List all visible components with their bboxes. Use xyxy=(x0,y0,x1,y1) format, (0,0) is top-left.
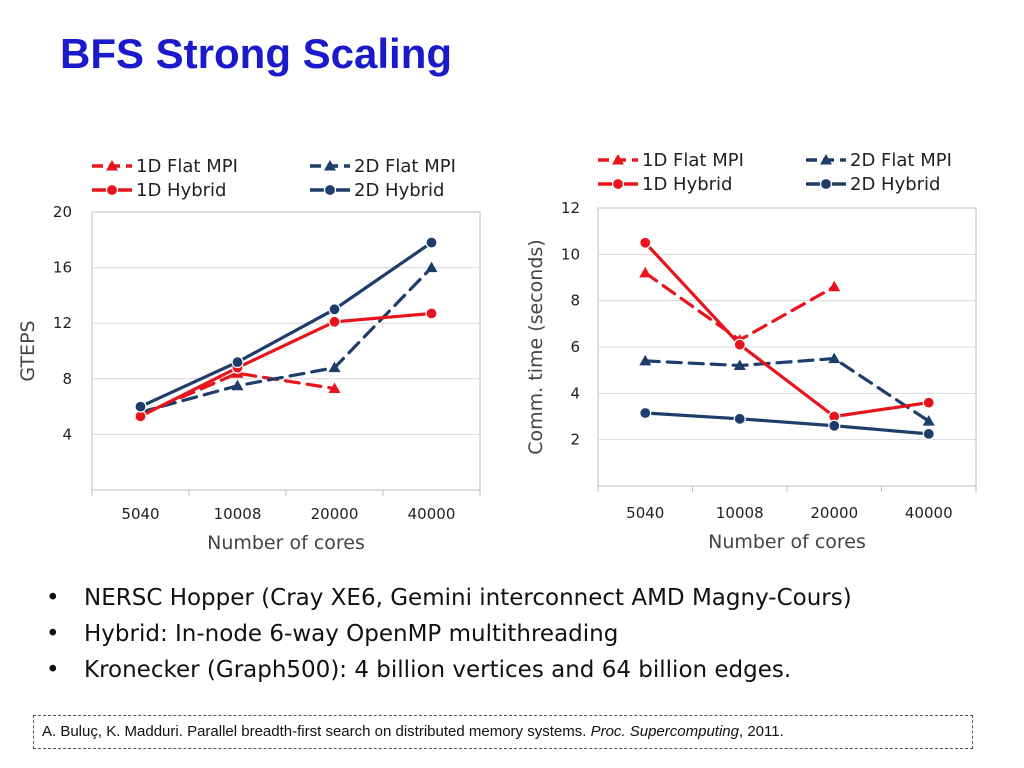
data-point xyxy=(328,315,341,328)
citation-prefix: A. Buluç, K. Madduri. Parallel breadth-f… xyxy=(42,723,591,740)
data-point xyxy=(922,415,935,426)
data-point xyxy=(639,354,652,366)
data-point xyxy=(639,236,652,249)
data-point xyxy=(425,236,438,249)
bullet-text: Kronecker (Graph500): 4 billion vertices… xyxy=(84,657,792,683)
data-point xyxy=(828,280,841,292)
bullet-text: NERSC Hopper (Cray XE6, Gemini interconn… xyxy=(84,585,852,611)
x-tick-label: 10008 xyxy=(716,504,764,522)
x-tick-label: 5040 xyxy=(121,505,159,523)
y-tick-label: 12 xyxy=(53,314,72,332)
data-point xyxy=(922,396,935,409)
y-axis-label: GTEPS xyxy=(17,320,39,381)
bullet-item: • Hybrid: In-node 6-way OpenMP multithrea… xyxy=(44,616,852,652)
legend-marker xyxy=(611,177,625,191)
y-tick-label: 2 xyxy=(570,431,580,449)
data-point xyxy=(231,356,244,369)
legend-marker xyxy=(324,160,336,171)
data-point xyxy=(134,400,147,413)
legend-label: 2D Hybrid xyxy=(354,180,444,201)
y-tick-label: 4 xyxy=(570,384,580,402)
x-tick-label: 40000 xyxy=(905,504,953,522)
slide-title: BFS Strong Scaling xyxy=(60,30,453,77)
data-point xyxy=(922,427,935,440)
bullet-item: • Kronecker (Graph500): 4 billion vertice… xyxy=(44,652,852,688)
series-line xyxy=(643,241,931,419)
x-tick-label: 5040 xyxy=(626,504,664,522)
data-point xyxy=(639,406,652,420)
citation-box: A. Buluç, K. Madduri. Parallel breadth-f… xyxy=(33,715,973,749)
x-axis-label: Number of cores xyxy=(708,531,866,553)
legend-label: 2D Flat MPI xyxy=(354,156,456,177)
y-tick-label: 20 xyxy=(53,203,72,221)
bullet-glyph: • xyxy=(46,621,60,647)
y-tick-label: 12 xyxy=(561,199,580,217)
series-line xyxy=(643,271,836,342)
data-point xyxy=(828,419,841,432)
data-point xyxy=(328,361,341,373)
bullet-glyph: • xyxy=(46,657,60,683)
x-tick-label: 40000 xyxy=(408,505,456,523)
data-point xyxy=(733,359,746,371)
data-point xyxy=(328,382,341,394)
citation-venue: Proc. Supercomputing xyxy=(590,723,739,740)
legend-marker xyxy=(106,160,118,171)
data-point xyxy=(231,379,244,391)
citation-suffix: , 2011. xyxy=(738,723,784,740)
x-tick-label: 20000 xyxy=(810,504,858,522)
bullet-glyph: • xyxy=(46,585,60,611)
y-tick-label: 8 xyxy=(570,292,580,310)
x-axis-label: Number of cores xyxy=(207,532,365,554)
series-line xyxy=(643,356,931,423)
y-tick-label: 10 xyxy=(561,245,580,263)
legend-marker xyxy=(819,177,833,191)
y-axis-label: Comm. time (seconds) xyxy=(525,239,547,454)
legend-label: 1D Flat MPI xyxy=(642,150,744,171)
legend-marker xyxy=(323,183,337,197)
legend-label: 1D Flat MPI xyxy=(136,156,238,177)
y-tick-label: 6 xyxy=(570,338,580,356)
data-point xyxy=(328,303,341,316)
data-point xyxy=(733,412,746,425)
bullet-text: Hybrid: In-node 6-way OpenMP multithread… xyxy=(84,621,619,647)
bullet-item: • NERSC Hopper (Cray XE6, Gemini intercon… xyxy=(44,580,852,616)
y-tick-label: 4 xyxy=(62,425,72,443)
data-point xyxy=(425,307,438,320)
series-line xyxy=(138,240,434,409)
x-tick-label: 20000 xyxy=(311,505,359,523)
data-point xyxy=(828,352,841,364)
legend-marker xyxy=(105,183,119,197)
legend-marker xyxy=(820,154,832,165)
legend-label: 1D Hybrid xyxy=(642,174,732,195)
x-tick-label: 10008 xyxy=(214,505,262,523)
y-tick-label: 8 xyxy=(62,370,72,388)
data-point xyxy=(425,261,438,273)
legend-label: 2D Flat MPI xyxy=(850,150,952,171)
y-tick-label: 16 xyxy=(53,259,72,277)
legend-label: 1D Hybrid xyxy=(136,180,226,201)
data-point xyxy=(733,338,746,351)
legend-label: 2D Hybrid xyxy=(850,174,940,195)
series-line xyxy=(643,411,931,436)
bullet-list: • NERSC Hopper (Cray XE6, Gemini intercon… xyxy=(44,580,852,688)
series-line xyxy=(138,311,434,418)
legend-marker xyxy=(612,154,624,165)
data-point xyxy=(639,266,652,278)
